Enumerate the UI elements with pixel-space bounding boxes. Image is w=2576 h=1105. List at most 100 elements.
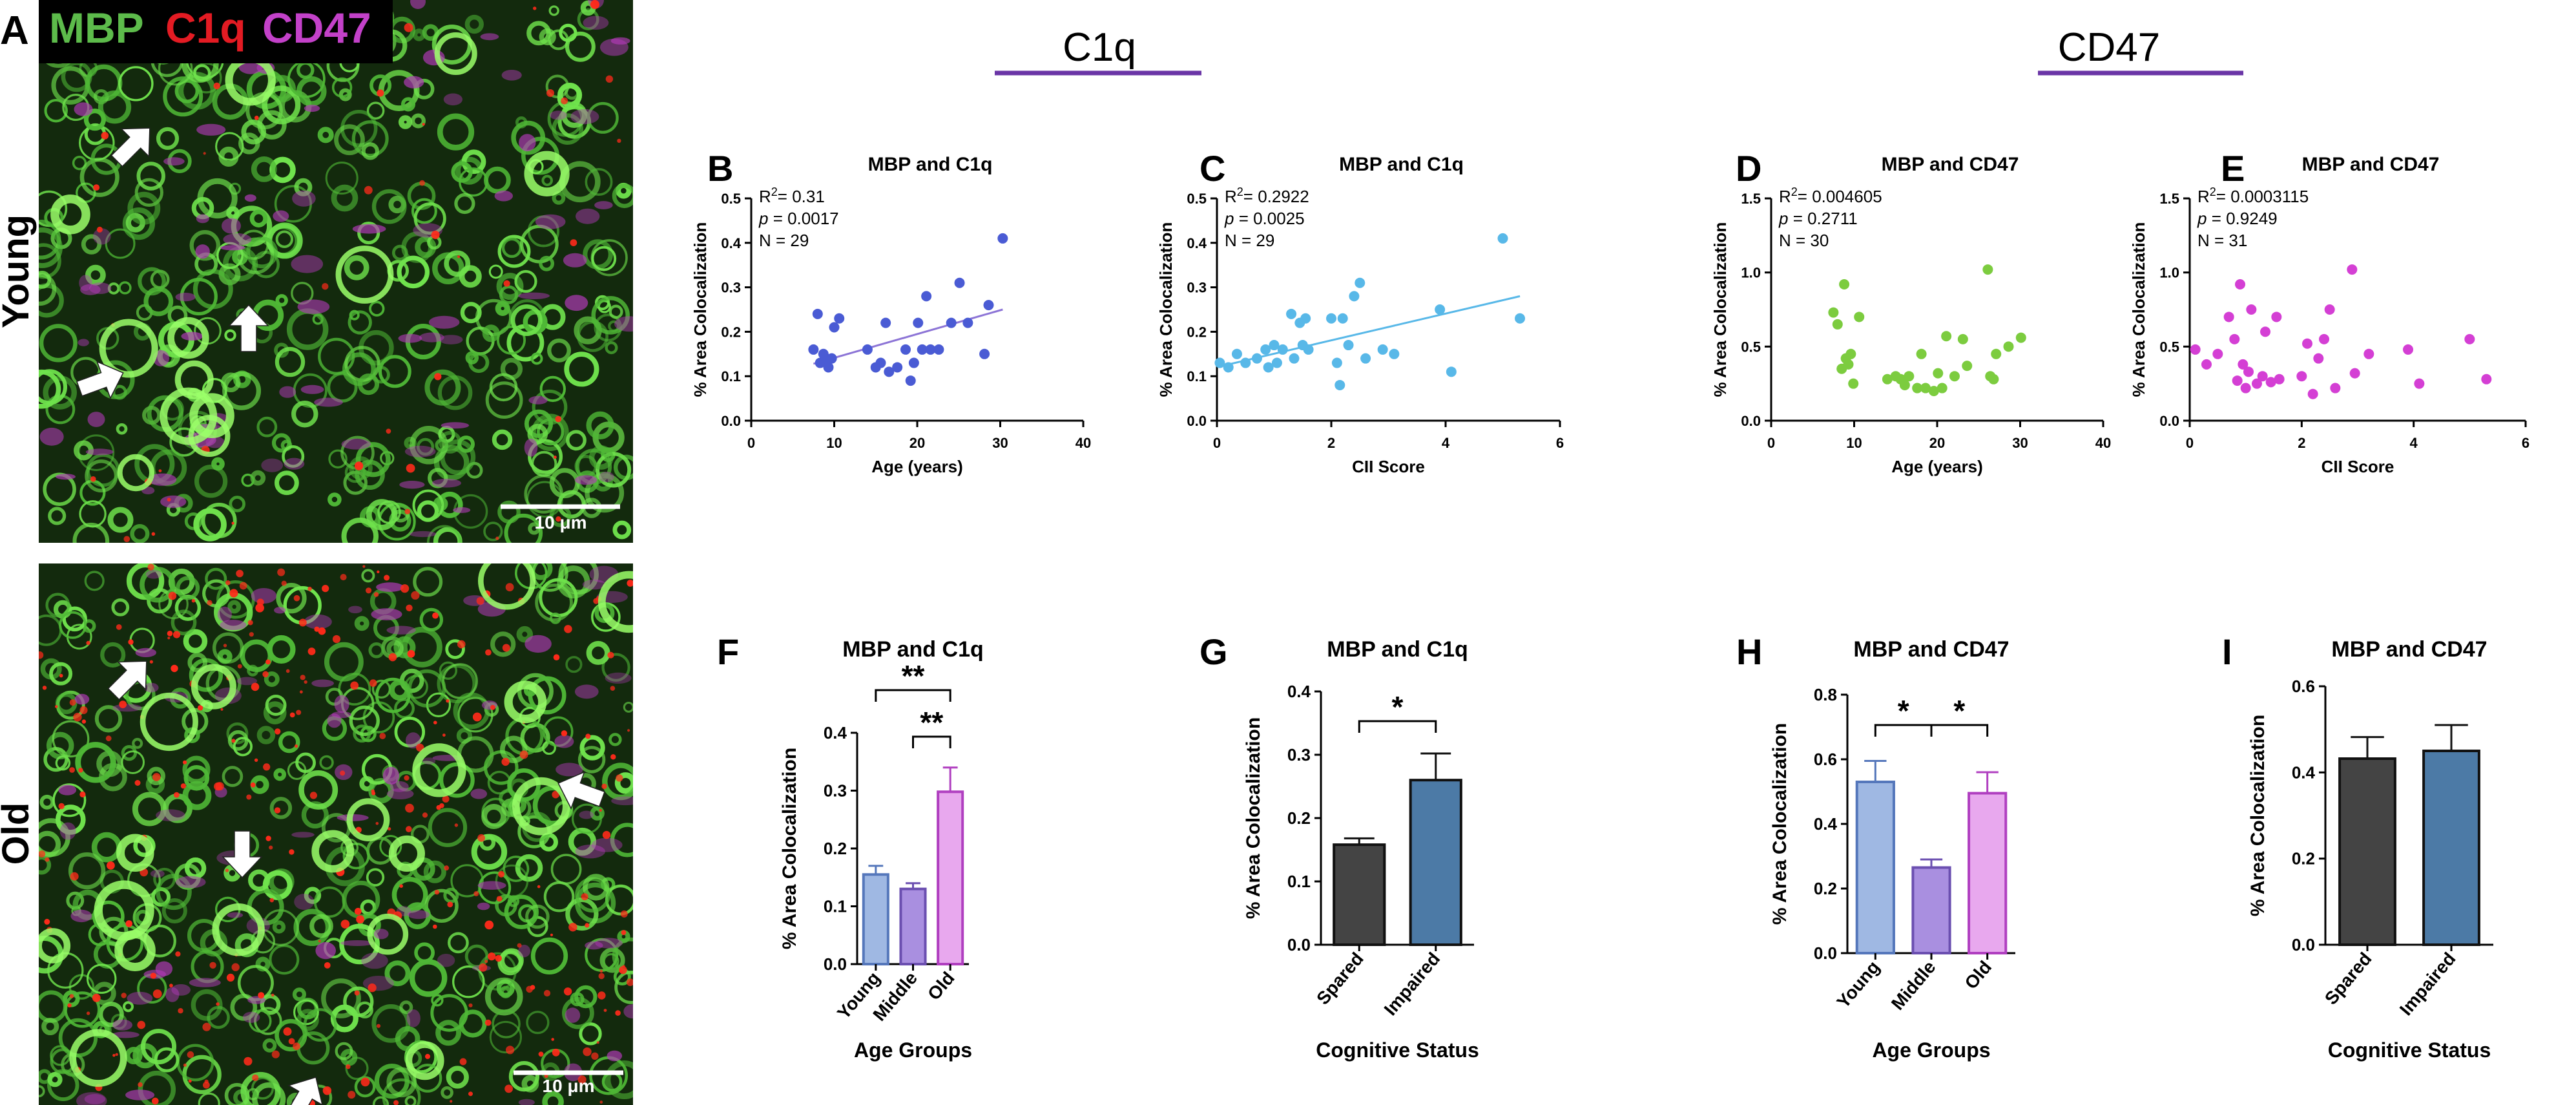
myelin-ring bbox=[530, 937, 568, 975]
cd47-signal bbox=[112, 1019, 132, 1031]
myelin-ring bbox=[155, 874, 192, 910]
myelin-ring bbox=[483, 521, 503, 542]
c1q-puncta bbox=[468, 1091, 473, 1097]
data-point bbox=[2003, 341, 2014, 352]
row-label-young: Young bbox=[0, 215, 37, 328]
bar bbox=[2338, 757, 2396, 946]
c1q-puncta bbox=[96, 226, 103, 233]
myelin-ring bbox=[361, 569, 375, 583]
c1q-puncta bbox=[479, 963, 488, 972]
myelin-large-ring bbox=[188, 415, 231, 458]
stat-p-symbol: p bbox=[1778, 209, 1788, 228]
cd47-signal bbox=[261, 458, 284, 472]
data-point bbox=[1435, 304, 1446, 315]
c1q-puncta bbox=[551, 1038, 554, 1041]
myelin-ring bbox=[331, 184, 358, 212]
myelin-ring bbox=[251, 156, 277, 182]
c1q-puncta bbox=[354, 461, 364, 470]
c1q-puncta bbox=[517, 943, 522, 948]
myelin-ring bbox=[64, 991, 101, 1028]
c1q-puncta bbox=[356, 915, 364, 924]
myelin-ring bbox=[484, 166, 511, 194]
chart-title: MBP and C1q bbox=[1339, 154, 1464, 175]
cd47-signal bbox=[390, 781, 409, 792]
myelin-ring bbox=[504, 894, 539, 929]
myelin-ring bbox=[579, 735, 605, 761]
c1q-puncta bbox=[300, 690, 303, 694]
myelin-ring bbox=[275, 346, 306, 377]
myelin-large-ring bbox=[191, 664, 236, 710]
y-axis-label: % Area Colocalization bbox=[779, 748, 800, 949]
data-point bbox=[2223, 311, 2234, 322]
myelin-ring bbox=[451, 161, 473, 183]
y-tick-label: 0.5 bbox=[1187, 191, 1207, 207]
c1q-puncta bbox=[599, 808, 602, 812]
cd47-signal bbox=[314, 397, 343, 407]
c1q-puncta bbox=[386, 428, 391, 434]
myelin-ring bbox=[526, 1011, 550, 1035]
myelin-ring bbox=[542, 1091, 564, 1105]
x-axis-label: Cognitive Status bbox=[1316, 1038, 1479, 1062]
cd47-signal bbox=[160, 495, 187, 509]
myelin-ring bbox=[413, 567, 443, 597]
myelin-ring bbox=[138, 1070, 176, 1105]
myelin-ring bbox=[371, 1004, 411, 1043]
cd47-signal bbox=[611, 796, 633, 806]
stat-r2-superscript: 2 bbox=[771, 185, 778, 198]
data-point bbox=[2265, 377, 2276, 388]
myelin-ring bbox=[357, 374, 380, 395]
myelin-ring bbox=[39, 830, 61, 858]
c1q-puncta bbox=[601, 783, 607, 790]
myelin-ring bbox=[58, 1018, 98, 1058]
myelin-ring bbox=[39, 1085, 45, 1098]
myelin-large-ring bbox=[524, 151, 570, 196]
c1q-puncta bbox=[271, 993, 275, 997]
myelin-ring bbox=[411, 198, 437, 224]
y-axis-label: % Area Colocalization bbox=[2129, 222, 2148, 397]
c1q-puncta bbox=[490, 704, 495, 710]
cd47-signal bbox=[79, 275, 92, 291]
myelin-ring bbox=[527, 423, 548, 445]
myelin-ring bbox=[211, 457, 225, 471]
c1q-puncta bbox=[362, 565, 366, 568]
myelin-ring bbox=[495, 300, 510, 316]
myelin-ring bbox=[389, 679, 411, 701]
myelin-large-ring bbox=[367, 913, 409, 955]
myelin-ring bbox=[153, 867, 176, 890]
cd47-signal bbox=[576, 208, 600, 224]
myelin-ring bbox=[224, 1082, 250, 1105]
cd47-signal bbox=[58, 784, 77, 795]
myelin-ring bbox=[52, 720, 90, 758]
arrow-icon bbox=[107, 660, 147, 700]
myelin-ring bbox=[488, 264, 503, 279]
myelin-ring bbox=[344, 462, 366, 483]
c1q-puncta bbox=[249, 632, 254, 637]
myelin-large-ring bbox=[50, 194, 90, 235]
myelin-ring bbox=[515, 116, 528, 129]
myelin-ring bbox=[39, 794, 55, 810]
c1q-puncta bbox=[149, 660, 153, 664]
c1q-puncta bbox=[485, 649, 492, 656]
myelin-ring bbox=[492, 429, 513, 450]
myelin-ring bbox=[515, 854, 543, 882]
cd47-signal bbox=[304, 105, 320, 112]
myelin-ring bbox=[161, 898, 187, 924]
stat-p: p = 0.0025 bbox=[1224, 209, 1305, 228]
cd47-signal bbox=[614, 316, 633, 332]
data-point bbox=[921, 291, 932, 302]
micro-legend: MBP C1q CD47 bbox=[49, 4, 371, 52]
significance-marker: ** bbox=[902, 659, 925, 693]
cd47-signal bbox=[341, 438, 371, 450]
cd47-signal bbox=[585, 941, 603, 950]
significance-bracket bbox=[1930, 724, 1989, 737]
myelin-ring bbox=[374, 1063, 410, 1099]
c1q-puncta bbox=[226, 973, 235, 982]
cd47-signal bbox=[311, 679, 334, 688]
y-tick-label: 0.4 bbox=[1287, 682, 1311, 701]
myelin-ring bbox=[386, 1067, 417, 1098]
myelin-ring bbox=[62, 606, 87, 632]
c1q-puncta bbox=[300, 675, 306, 680]
panel-letter: G bbox=[1200, 631, 1228, 672]
c1q-puncta bbox=[115, 1053, 118, 1056]
myelin-ring bbox=[443, 887, 459, 903]
